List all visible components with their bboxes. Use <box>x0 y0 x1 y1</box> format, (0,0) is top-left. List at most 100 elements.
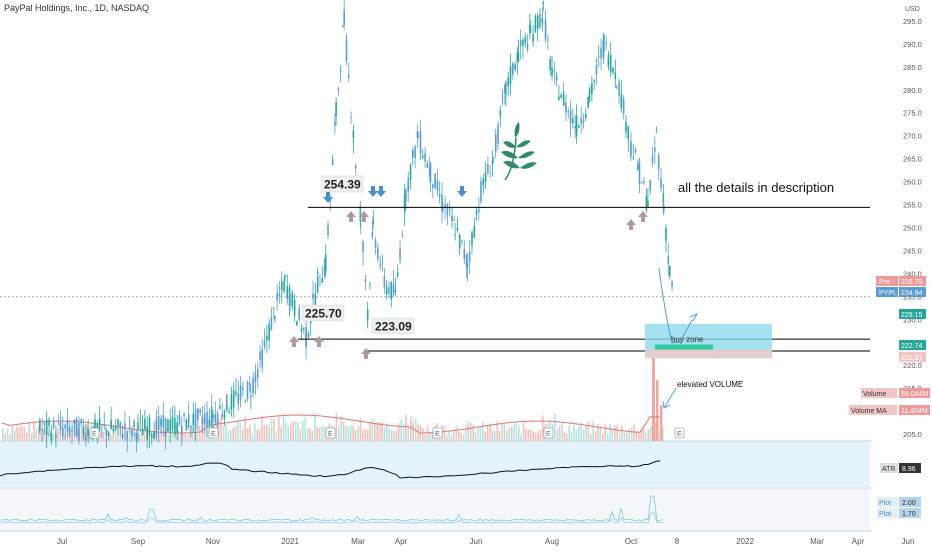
candle-body <box>286 286 289 299</box>
plot-tag-name-box <box>877 497 898 507</box>
volume-bar <box>566 434 568 441</box>
buy-zone-green-bar <box>655 344 713 350</box>
volume-bar <box>527 429 530 441</box>
candle-body <box>139 420 142 422</box>
candle-body <box>276 292 278 301</box>
volume-bar <box>647 430 650 441</box>
volume-bar <box>218 419 220 441</box>
candle-body <box>655 130 658 131</box>
candle-body <box>335 102 337 116</box>
candle-body <box>634 149 637 152</box>
candle-body <box>274 316 276 319</box>
volume-bar <box>446 434 448 441</box>
candle-body <box>530 31 532 33</box>
volume-bar <box>302 420 304 441</box>
candle-body <box>141 428 144 436</box>
candle-body <box>105 429 108 436</box>
volume-bar <box>227 430 230 441</box>
price-tag-name: Pre <box>879 279 890 286</box>
volume-bar <box>616 424 618 441</box>
candle-body <box>549 59 551 70</box>
candle-body <box>354 165 357 169</box>
volume-bar <box>83 431 86 441</box>
volume-bar <box>525 428 527 441</box>
up-arrow-icon <box>289 336 299 347</box>
candle-body <box>466 262 469 268</box>
plot-pane-background <box>0 489 870 531</box>
volume-bar <box>28 421 30 441</box>
volume-bar <box>282 415 285 441</box>
candle-body <box>144 418 146 430</box>
volume-bar <box>23 427 26 441</box>
candle-body <box>597 55 600 57</box>
candle-body <box>394 289 397 292</box>
candle-body <box>101 424 103 426</box>
volume-bar <box>170 428 172 441</box>
volume-bar <box>558 426 561 441</box>
candle-body <box>569 109 572 124</box>
candle-body <box>331 158 334 165</box>
volume-bar <box>606 433 609 441</box>
volume-ma-line <box>1 414 661 434</box>
candle-body <box>242 387 244 390</box>
price-tag-value-box <box>899 352 926 362</box>
volume-bar <box>172 430 174 441</box>
up-arrow-icon <box>626 219 636 230</box>
candle-body <box>291 292 294 307</box>
x-tick-label: 2021 <box>281 537 299 546</box>
candle-body <box>48 419 50 426</box>
candle-body <box>226 394 228 411</box>
candle-body <box>50 433 53 441</box>
leaf-shape <box>516 140 531 148</box>
earnings-marker-icon <box>432 427 443 439</box>
volume-bar <box>335 412 338 441</box>
volume-bar <box>582 429 585 441</box>
volume-bar <box>299 428 302 441</box>
candle-body <box>214 414 217 423</box>
candle-body <box>512 63 514 75</box>
candle-body <box>296 321 298 326</box>
candle-body <box>609 55 612 73</box>
volume-bar <box>491 429 494 441</box>
candle-body <box>444 204 446 208</box>
volume-bar <box>69 434 71 441</box>
candle-body <box>192 413 195 426</box>
candle-body <box>436 179 439 191</box>
volume-bar <box>364 429 366 441</box>
candle-body <box>660 178 662 189</box>
volume-bar <box>561 422 563 441</box>
volume-bar <box>484 431 486 441</box>
volume-bar <box>186 434 189 441</box>
candle-body <box>494 134 497 153</box>
buy-zone-lower-band <box>645 349 772 359</box>
candle-body <box>605 42 607 45</box>
volume-bar <box>489 423 491 441</box>
candle-body <box>612 67 614 73</box>
candle-body <box>377 248 379 259</box>
candle-body <box>366 309 369 314</box>
candle-body <box>588 88 591 99</box>
volume-bar <box>177 431 179 441</box>
candle-body <box>164 418 167 437</box>
volume-bar <box>443 425 446 441</box>
candle-body <box>343 9 345 25</box>
atr-tag-value: 8.96 <box>902 466 916 473</box>
x-tick-label: Aug <box>545 537 559 546</box>
candle-body <box>117 419 119 427</box>
volume-bar <box>143 423 146 441</box>
candle-body <box>254 373 257 383</box>
volume-bar <box>604 423 606 441</box>
volume-bar <box>393 430 395 441</box>
candle-body <box>396 272 399 276</box>
candle-body <box>414 146 416 159</box>
volume-bar <box>515 423 518 441</box>
candle-body <box>565 102 567 113</box>
candle-body <box>582 119 585 123</box>
volume-bar <box>35 429 38 441</box>
volume-bar <box>112 426 114 441</box>
candle-body <box>314 294 317 305</box>
candle-body <box>529 24 531 34</box>
candle-body <box>239 385 242 400</box>
candle-body <box>73 419 76 425</box>
